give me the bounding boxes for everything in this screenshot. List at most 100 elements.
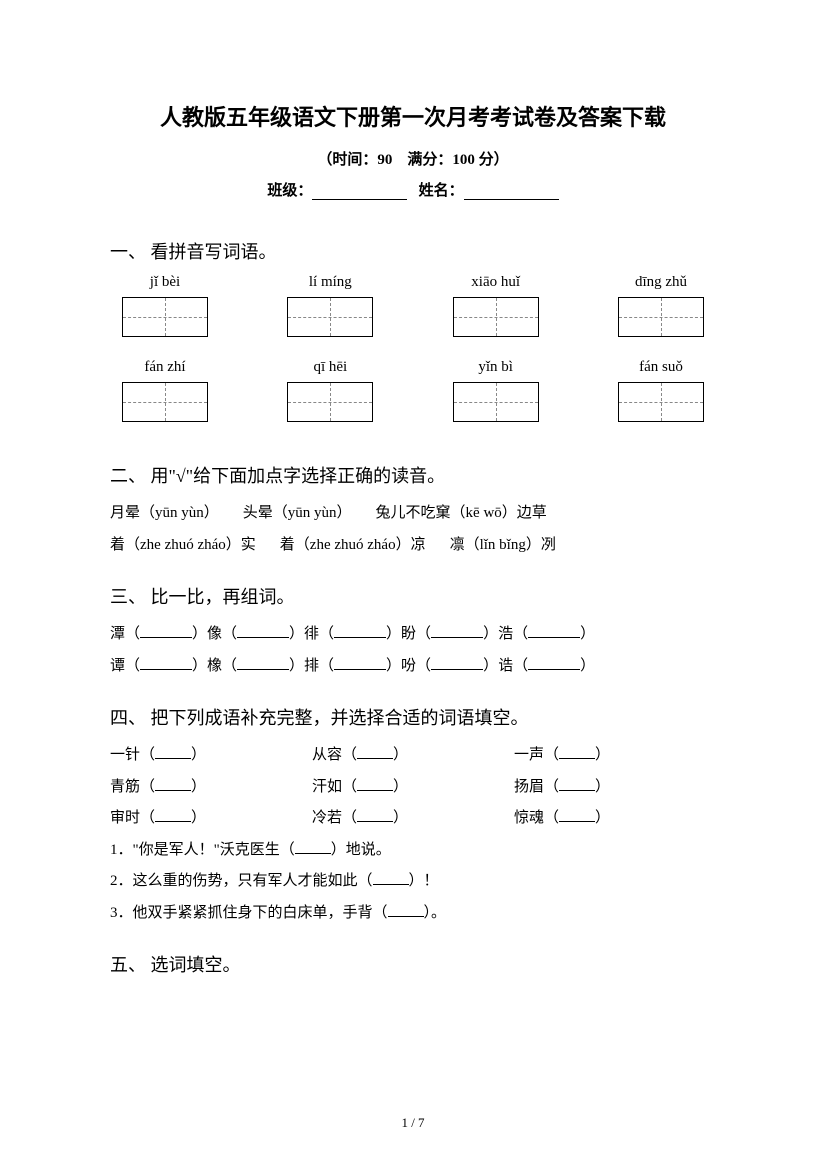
q3-line2: 谭（）橡（）排（）吩（）诰（）: [110, 651, 716, 683]
q3-seg: 潭（: [110, 626, 140, 642]
q4-sent3: 3．他双手紧紧抓住身下的白床单，手背（ ）。: [110, 898, 716, 930]
pinyin-block: yǐn bì: [441, 359, 551, 440]
blank: [431, 655, 483, 670]
pinyin-block: jǐ bèi: [110, 274, 220, 355]
q4-text: 1．"你是军人！"沃克医生（: [110, 842, 295, 858]
blank: [357, 807, 393, 822]
q4-text: 汗如（: [312, 779, 357, 795]
q4-text: ）！: [409, 873, 439, 889]
pinyin-block: dīng zhǔ: [606, 274, 716, 355]
q4-text: 3．他双手紧紧抓住身下的白床单，手背（: [110, 905, 388, 921]
page-footer: 1 / 7: [0, 1115, 826, 1131]
char-grid: [618, 297, 704, 337]
q4-row: 青筋（） 汗如（） 扬眉（）: [110, 772, 716, 804]
q1-head: 一、 看拼音写词语。: [110, 238, 716, 264]
class-blank: [312, 185, 407, 200]
blank: [237, 655, 289, 670]
blank: [431, 623, 483, 638]
blank: [334, 655, 386, 670]
pinyin-block: lí míng: [275, 274, 385, 355]
pinyin-block: xiāo huǐ: [441, 274, 551, 355]
q4-text: 2．这么重的伤势，只有军人才能如此（: [110, 873, 373, 889]
q4-cell: 一针（）: [110, 740, 312, 772]
q3-seg: ）排（: [289, 658, 334, 674]
info-line: 班级： 姓名：: [110, 179, 716, 200]
q4-cell: 一声（）: [514, 740, 716, 772]
blank: [357, 776, 393, 791]
pinyin: qī hēi: [313, 359, 347, 376]
q4-text: ）。: [424, 905, 447, 921]
blank: [388, 902, 424, 917]
pinyin: dīng zhǔ: [635, 274, 687, 291]
q2-seg: 月晕（yūn yùn）: [110, 498, 219, 530]
q4-text: ）地说。: [331, 842, 391, 858]
q4-cell: 冷若（）: [312, 803, 514, 835]
pinyin: jǐ bèi: [150, 274, 180, 291]
name-label: 姓名：: [419, 183, 464, 199]
q1-row2: fán zhí qī hēi yǐn bì fán suǒ: [110, 359, 716, 440]
q4-cell: 审时（）: [110, 803, 312, 835]
q4-text: 一声（: [514, 747, 559, 763]
q2-seg: 兔儿不吃窠（kē wō）边草: [376, 498, 547, 530]
blank: [140, 623, 192, 638]
pinyin-block: qī hēi: [275, 359, 385, 440]
pinyin-block: fán suǒ: [606, 359, 716, 440]
q5-head: 五、 选词填空。: [110, 951, 716, 977]
char-grid: [287, 382, 373, 422]
class-label: 班级：: [267, 183, 312, 199]
q4-sent2: 2．这么重的伤势，只有军人才能如此（ ）！: [110, 866, 716, 898]
q2-line2: 着（zhe zhuó zháo）实 着（zhe zhuó zháo）凉 凛（lǐ…: [110, 530, 716, 562]
q4-text: 一针（: [110, 747, 155, 763]
q3-seg: ）像（: [192, 626, 237, 642]
q3-seg: ）徘（: [289, 626, 334, 642]
pinyin: fán suǒ: [639, 359, 683, 376]
blank: [155, 744, 191, 759]
char-grid: [453, 382, 539, 422]
blank: [155, 776, 191, 791]
q3-seg: ）诰（: [483, 658, 528, 674]
q3-seg: 谭（: [110, 658, 140, 674]
q2-seg: 着（zhe zhuó zháo）实: [110, 530, 256, 562]
q2-seg: 头晕（yūn yùn）: [243, 498, 352, 530]
name-blank: [464, 185, 559, 200]
blank: [357, 744, 393, 759]
blank: [559, 807, 595, 822]
q3-seg: ）盼（: [386, 626, 431, 642]
q4-cell: 从容（）: [312, 740, 514, 772]
q4-cell: 汗如（）: [312, 772, 514, 804]
q3-seg: ）吩（: [386, 658, 431, 674]
q3-head: 三、 比一比，再组词。: [110, 583, 716, 609]
char-grid: [453, 297, 539, 337]
pinyin-block: fán zhí: [110, 359, 220, 440]
q4-cell: 扬眉（）: [514, 772, 716, 804]
q4-cell: 青筋（）: [110, 772, 312, 804]
blank: [528, 655, 580, 670]
subtitle: （时间：90 满分：100 分）: [110, 148, 716, 169]
q3-seg: ）: [580, 626, 595, 642]
char-grid: [122, 297, 208, 337]
page-title: 人教版五年级语文下册第一次月考考试卷及答案下载: [110, 100, 716, 132]
q2-head: 二、 用"√"给下面加点字选择正确的读音。: [110, 462, 716, 488]
blank: [373, 870, 409, 885]
blank: [528, 623, 580, 638]
char-grid: [122, 382, 208, 422]
pinyin: yǐn bì: [478, 359, 513, 376]
char-grid: [287, 297, 373, 337]
char-grid: [618, 382, 704, 422]
q2-seg: 凛（lǐn bǐng）冽: [450, 530, 556, 562]
blank: [295, 839, 331, 854]
q3-line1: 潭（）像（）徘（）盼（）浩（）: [110, 619, 716, 651]
q4-text: 审时（: [110, 810, 155, 826]
q4-text: 扬眉（: [514, 779, 559, 795]
blank: [559, 776, 595, 791]
q4-text: 冷若（: [312, 810, 357, 826]
q2-seg: 着（zhe zhuó zháo）凉: [280, 530, 426, 562]
blank: [559, 744, 595, 759]
q2-line1: 月晕（yūn yùn） 头晕（yūn yùn） 兔儿不吃窠（kē wō）边草: [110, 498, 716, 530]
q4-head: 四、 把下列成语补充完整，并选择合适的词语填空。: [110, 704, 716, 730]
q4-text: 从容（: [312, 747, 357, 763]
blank: [155, 807, 191, 822]
q4-cell: 惊魂（）: [514, 803, 716, 835]
pinyin: lí míng: [309, 274, 352, 291]
q4-text: 青筋（: [110, 779, 155, 795]
